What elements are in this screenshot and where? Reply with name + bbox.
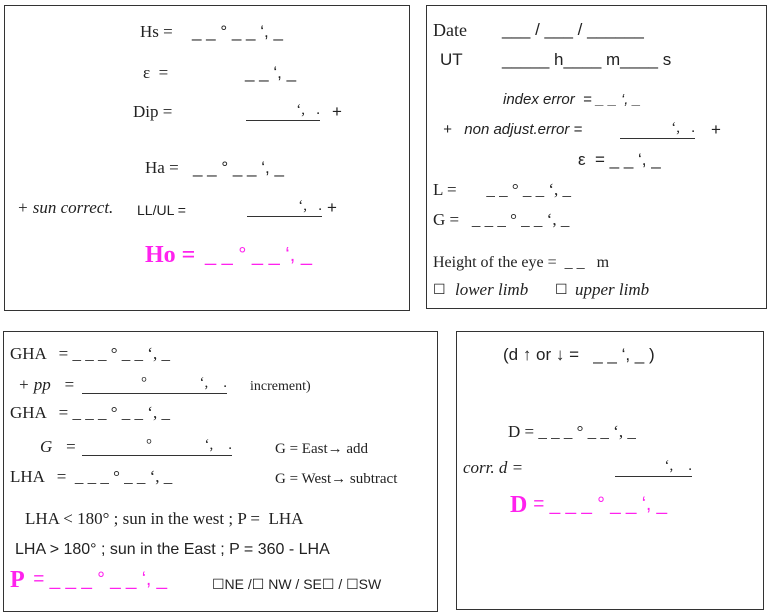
g-field[interactable]: ° ‘, . (82, 437, 232, 456)
ha-label: Ha = (145, 158, 179, 177)
ho-label: Ho = (145, 242, 196, 268)
pp-label: + pp = (18, 375, 75, 394)
eps-total[interactable]: ε = _ _ ‘, _ (578, 150, 661, 169)
hs-label: Hs = (140, 22, 173, 41)
non-adjust-error-sign: + (711, 120, 721, 139)
date-label: Date (433, 20, 467, 40)
ha-value[interactable]: _ _ ° _ _ ‘, _ (193, 158, 284, 177)
p-value[interactable]: = _ _ _ ° _ _ ‘, _ (28, 569, 168, 590)
sun-correction-sign: + (327, 198, 337, 217)
upper-limb-checkbox[interactable]: ☐ (555, 283, 568, 298)
height-of-eye[interactable]: Height of the eye = _ _ m (433, 254, 610, 271)
g-label: G = (40, 437, 77, 456)
ho-value[interactable]: _ _ ° _ _ ‘, _ (205, 244, 312, 266)
lha[interactable]: LHA = _ _ _ ° _ _ ‘, _ (10, 467, 173, 486)
sun-correction-field[interactable]: ‘, . (247, 198, 322, 217)
increment-note: increment) (250, 379, 311, 394)
date-value[interactable]: ___ / ___ / ______ (502, 20, 644, 39)
longitude[interactable]: G = _ _ _ ° _ _ ‘, _ (433, 210, 570, 229)
eps-value[interactable]: _ _ ‘, _ (245, 63, 297, 82)
non-adjust-error-label: + non adjust.error = (443, 121, 583, 138)
ut-value[interactable]: _____ h____ m____ s (502, 50, 672, 69)
corr-d-label: corr. d = (463, 458, 524, 477)
dip-sign: + (332, 102, 342, 121)
d-label: D (510, 492, 528, 518)
hs-value[interactable]: _ _ ° _ _ ‘, _ (192, 22, 283, 41)
sun-correction-label: + sun correct. (17, 198, 114, 217)
ut-label: UT (440, 50, 463, 69)
gha-second[interactable]: GHA = _ _ _ ° _ _ ‘, _ (10, 403, 170, 422)
eps-label: ε = (143, 63, 169, 82)
corr-d-field[interactable]: ‘, . (615, 458, 692, 477)
index-error[interactable]: index error = _ _ ‘, _ (503, 91, 641, 108)
rule-west: LHA < 180° ; sun in the west ; P = LHA (25, 509, 304, 528)
d-value[interactable]: = _ _ _ ° _ _ ‘, _ (528, 494, 668, 515)
pp-field[interactable]: ° ‘, . (82, 375, 227, 394)
g-west-note: G = West→ subtract (275, 471, 398, 487)
date-time-box (426, 5, 767, 309)
upper-limb-label: upper limb (575, 280, 650, 299)
declination-first[interactable]: D = _ _ _ ° _ _ ‘, _ (508, 422, 636, 441)
latitude[interactable]: L = _ _ ° _ _ ‘, _ (433, 180, 572, 199)
lower-limb-label: lower limb (455, 280, 529, 299)
g-east-note: G = East→ add (275, 441, 369, 457)
p-label: P (10, 567, 25, 593)
lower-limb-checkbox[interactable]: ☐ (433, 283, 446, 298)
declination-box (456, 331, 764, 610)
gha-first[interactable]: GHA = _ _ _ ° _ _ ‘, _ (10, 344, 170, 363)
rule-east: LHA > 180° ; sun in the East ; P = 360 -… (15, 541, 330, 558)
sun-correction-sub: LL/UL = (137, 202, 186, 218)
non-adjust-error-field[interactable]: ‘, . (620, 120, 695, 139)
sextant-altitude-box (4, 5, 410, 311)
d-change[interactable]: (d ↑ or ↓ = _ _ ‘, _ ) (503, 345, 655, 364)
dip-label: Dip = (133, 102, 173, 121)
dip-field[interactable]: ‘, . (246, 102, 320, 121)
quadrant-checkboxes[interactable]: ☐NE /☐ NW / SE☐ / ☐SW (212, 576, 382, 592)
hour-angle-box (3, 331, 438, 612)
